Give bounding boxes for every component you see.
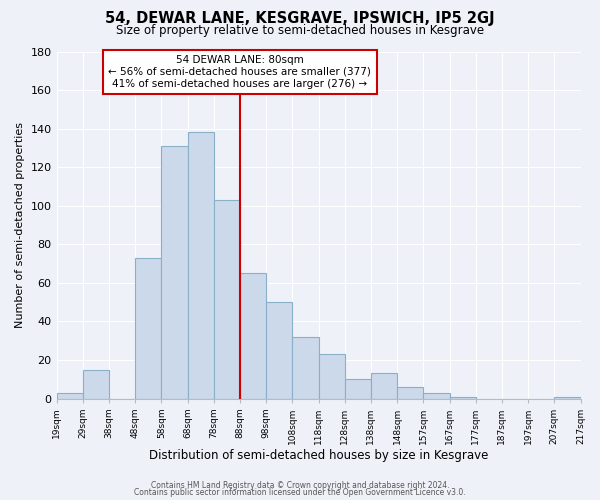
- Bar: [240, 273, 266, 398]
- Bar: [345, 380, 371, 398]
- Bar: [83, 370, 109, 398]
- Bar: [161, 146, 188, 399]
- Bar: [554, 396, 581, 398]
- Text: Contains public sector information licensed under the Open Government Licence v3: Contains public sector information licen…: [134, 488, 466, 497]
- Bar: [319, 354, 345, 399]
- Bar: [266, 302, 292, 398]
- Bar: [56, 393, 83, 398]
- Text: Size of property relative to semi-detached houses in Kesgrave: Size of property relative to semi-detach…: [116, 24, 484, 37]
- Text: 54, DEWAR LANE, KESGRAVE, IPSWICH, IP5 2GJ: 54, DEWAR LANE, KESGRAVE, IPSWICH, IP5 2…: [105, 11, 495, 26]
- Bar: [397, 387, 424, 398]
- Bar: [292, 337, 319, 398]
- Text: Contains HM Land Registry data © Crown copyright and database right 2024.: Contains HM Land Registry data © Crown c…: [151, 481, 449, 490]
- Bar: [135, 258, 161, 398]
- Y-axis label: Number of semi-detached properties: Number of semi-detached properties: [15, 122, 25, 328]
- Bar: [449, 396, 476, 398]
- Bar: [188, 132, 214, 398]
- X-axis label: Distribution of semi-detached houses by size in Kesgrave: Distribution of semi-detached houses by …: [149, 450, 488, 462]
- Bar: [424, 393, 449, 398]
- Bar: [214, 200, 240, 398]
- Bar: [371, 374, 397, 398]
- Text: 54 DEWAR LANE: 80sqm
← 56% of semi-detached houses are smaller (377)
41% of semi: 54 DEWAR LANE: 80sqm ← 56% of semi-detac…: [109, 56, 371, 88]
